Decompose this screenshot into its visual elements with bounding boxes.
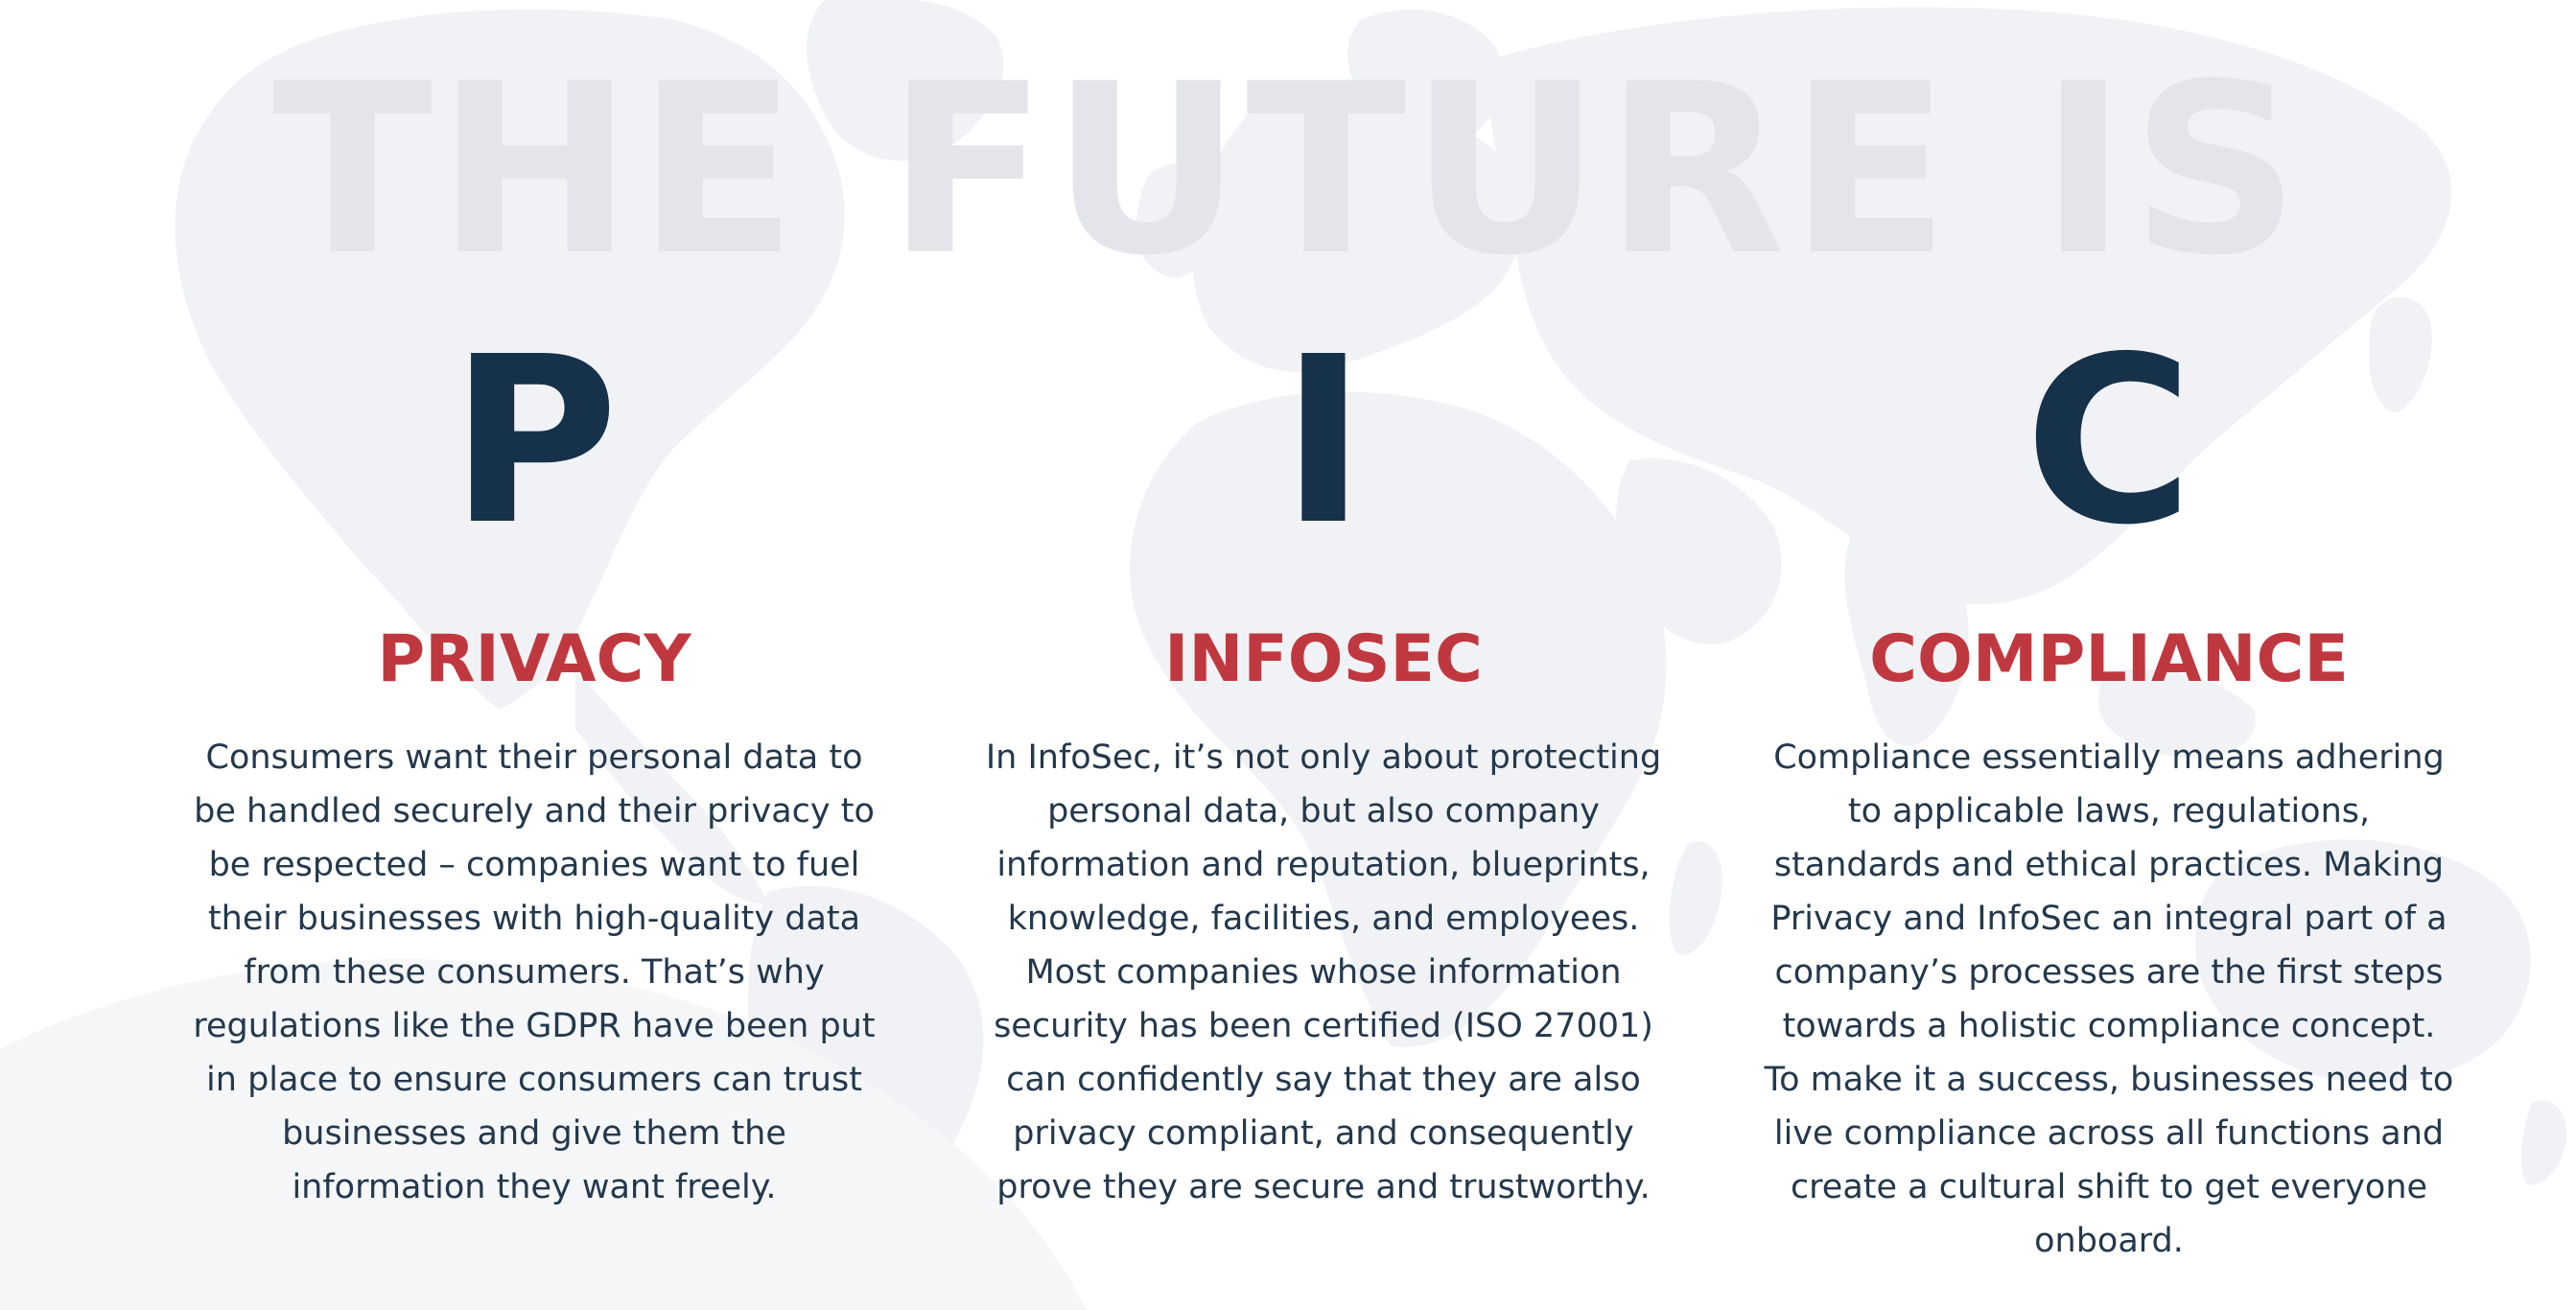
compliance-column: C COMPLIANCE Compliance essentially mean… <box>1754 326 2464 1268</box>
infosec-heading: INFOSEC <box>1164 621 1483 697</box>
infosec-description: In InfoSec, it’s not only about protecti… <box>985 738 1662 1206</box>
compliance-heading: COMPLIANCE <box>1869 621 2349 697</box>
privacy-column: P PRIVACY Consumers want their personal … <box>179 326 889 1214</box>
compliance-description: Compliance essentially means adhering to… <box>1764 738 2454 1260</box>
compliance-letter: C <box>2024 307 2194 575</box>
infosec-letter: I <box>1280 307 1367 575</box>
hero-title: THE FUTURE IS <box>271 34 2305 307</box>
privacy-description: Consumers want their personal data to be… <box>193 738 876 1206</box>
infosec-column: I INFOSEC In InfoSec, it’s not only abou… <box>969 326 1678 1214</box>
privacy-heading: PRIVACY <box>377 621 691 697</box>
privacy-letter: P <box>450 307 619 575</box>
